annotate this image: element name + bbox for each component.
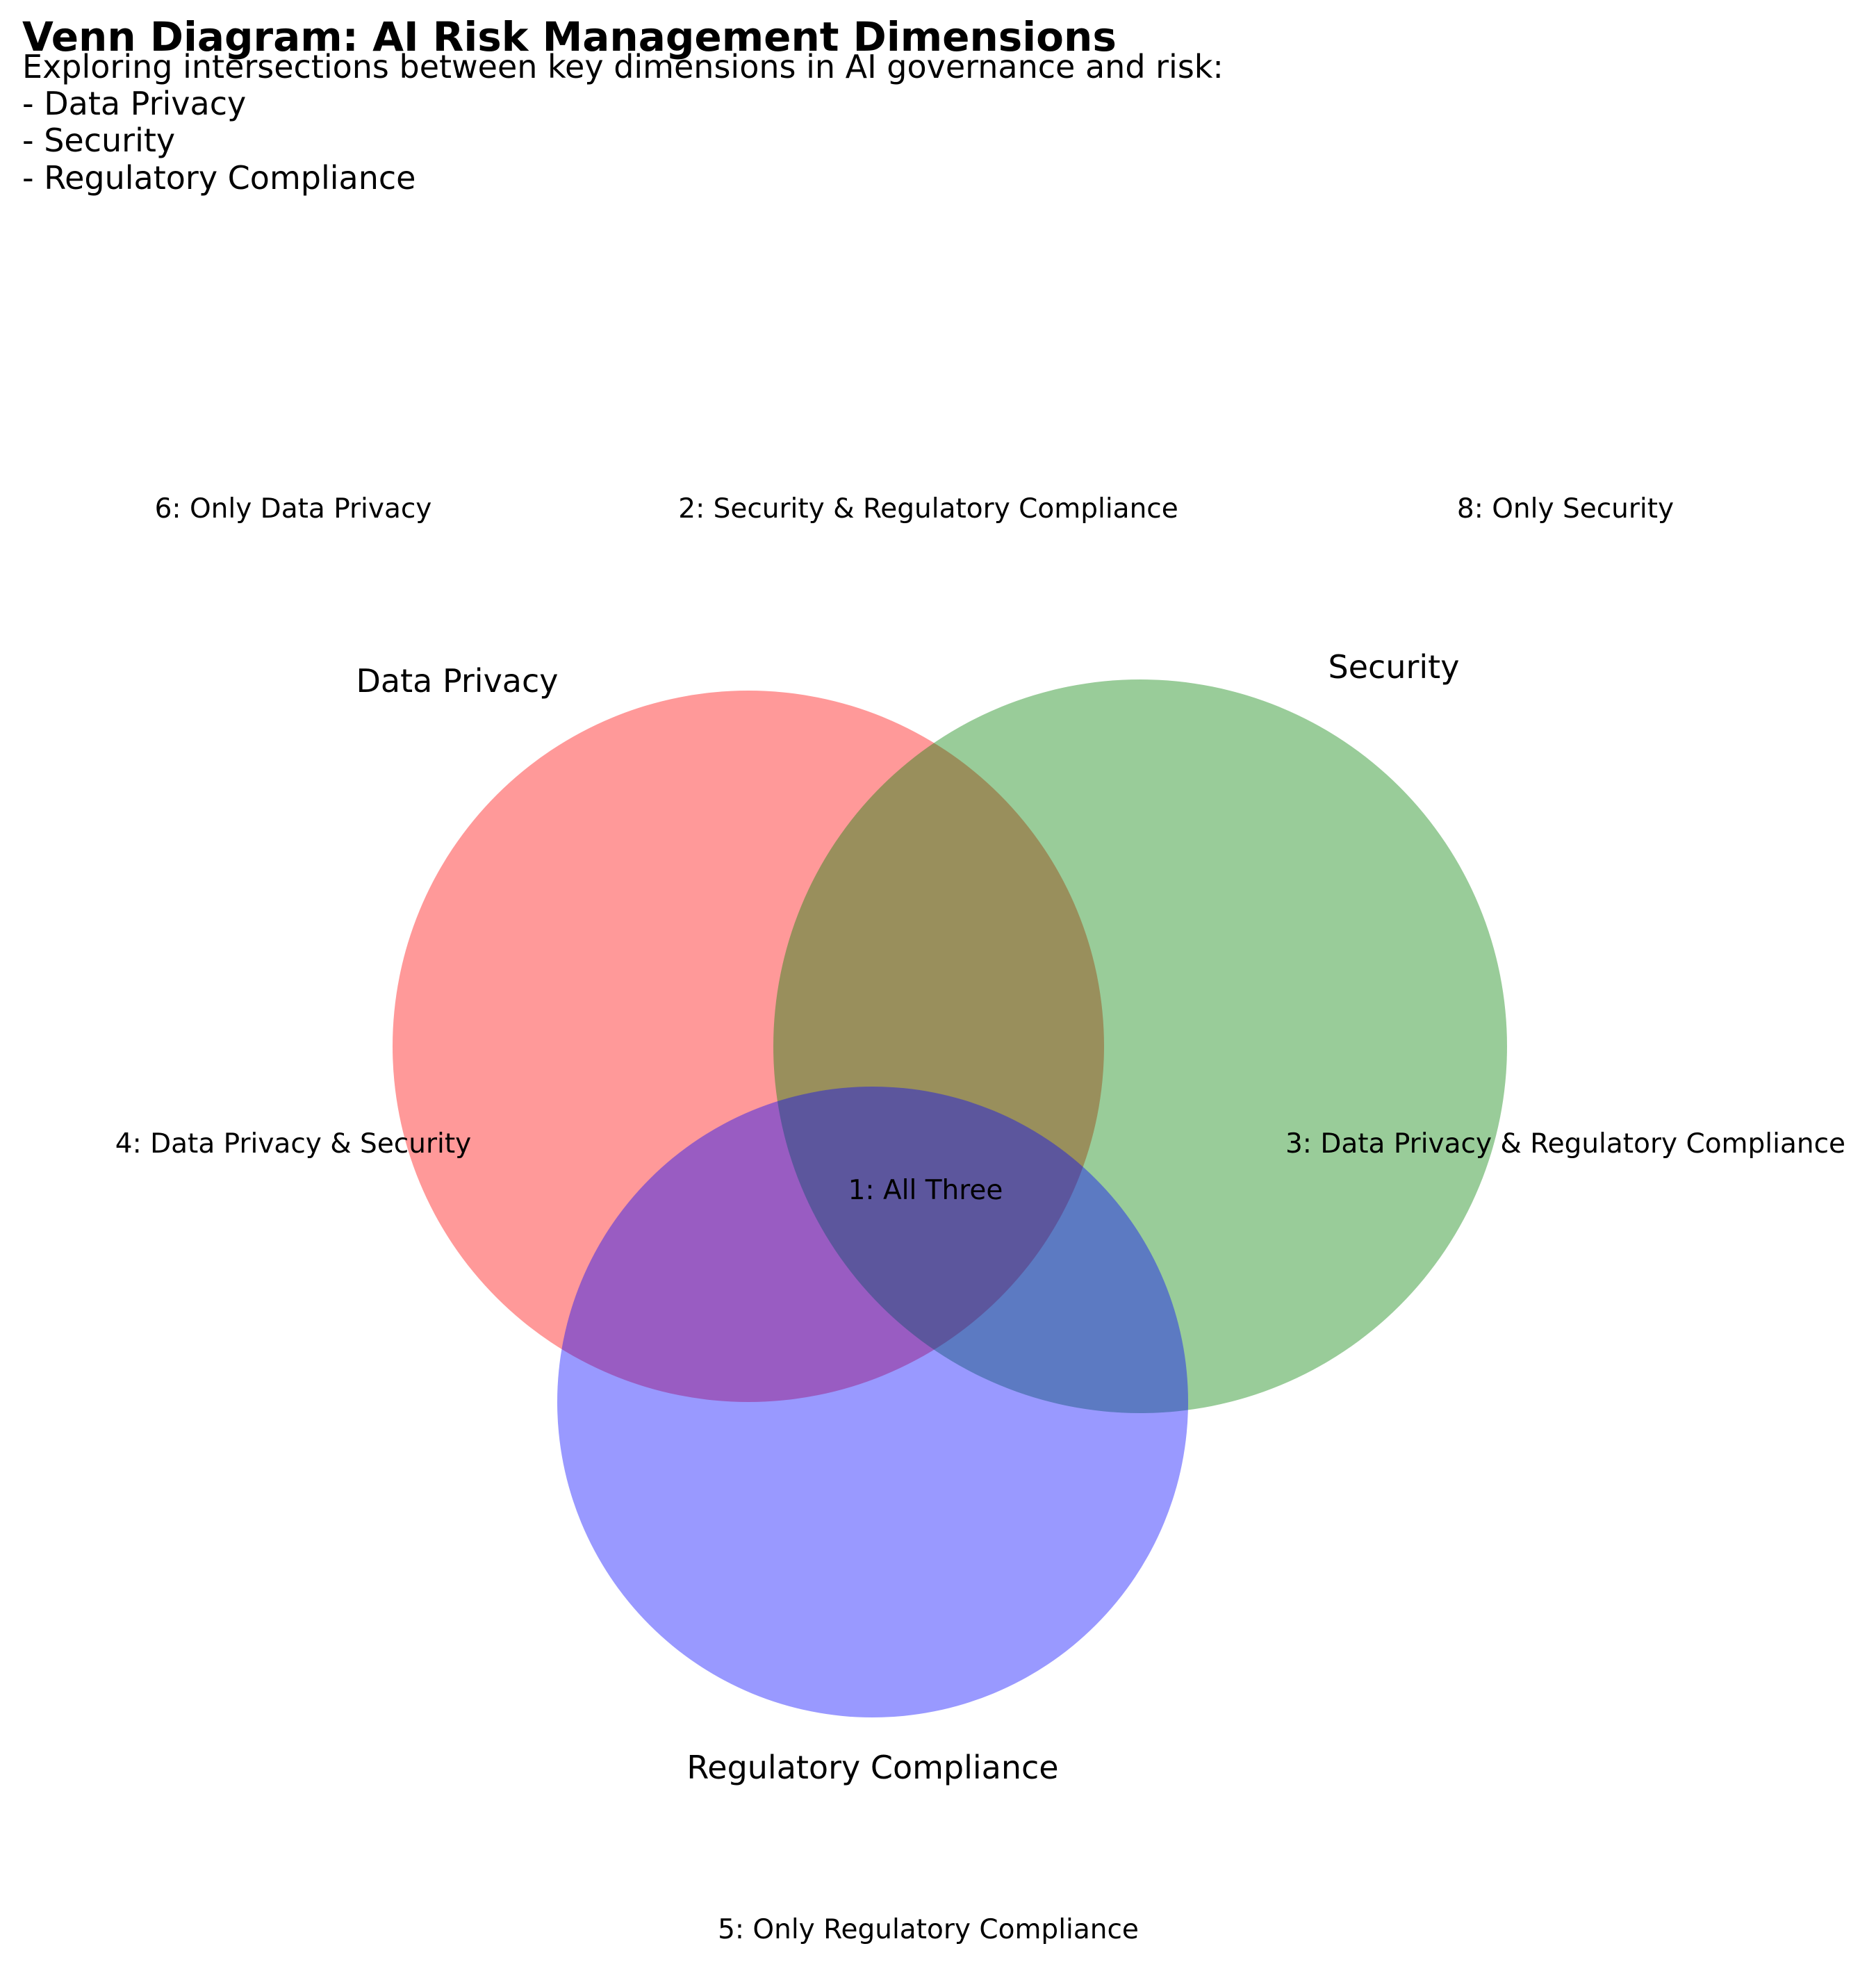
subtitle-line: - Security [22, 122, 175, 159]
set-label-data-privacy: Data Privacy [356, 662, 558, 700]
region-label-privacy-security: 4: Data Privacy & Security [115, 1128, 471, 1160]
subtitle-line: - Data Privacy [22, 85, 246, 122]
set-label-regulatory-compliance: Regulatory Compliance [686, 1749, 1058, 1786]
region-label-privacy-regulatory: 3: Data Privacy & Regulatory Compliance [1285, 1128, 1845, 1160]
set-label-security: Security [1328, 648, 1460, 686]
region-label-only-privacy: 6: Only Data Privacy [155, 493, 432, 525]
region-label-only-regulatory: 5: Only Regulatory Compliance [718, 1914, 1139, 1945]
region-label-only-security: 8: Only Security [1457, 493, 1674, 525]
chart-subtitle: Exploring intersections between key dime… [22, 48, 1224, 197]
region-label-all-three: 1: All Three [848, 1175, 1003, 1206]
subtitle-line: - Regulatory Compliance [22, 159, 415, 197]
region-label-security-regulatory: 2: Security & Regulatory Compliance [678, 493, 1178, 525]
subtitle-line: Exploring intersections between key dime… [22, 48, 1224, 85]
